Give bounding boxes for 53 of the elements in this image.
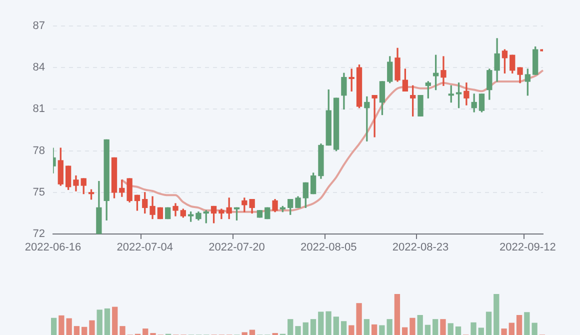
bar [89,320,95,335]
bar [371,324,378,335]
bar [424,324,431,335]
bar [326,311,332,335]
bar [478,328,484,335]
y-tick-label: 87 [32,20,45,32]
bar [501,328,507,335]
bar [508,322,514,335]
bar [333,316,339,335]
bar [516,314,522,335]
x-tick-label: 2022-07-04 [116,242,174,254]
x-tick-label: 2022-08-05 [300,242,357,254]
bar [394,294,400,335]
bar [50,318,57,335]
bar [96,310,102,335]
x-tick-label: 2022-07-20 [208,242,265,254]
bar [112,306,118,335]
bar [82,326,88,335]
bar [410,318,416,335]
y-tick-label: 81 [32,103,45,116]
bar [310,319,316,335]
bar [494,294,500,335]
bar [288,319,294,335]
bar [470,322,476,335]
bar [302,322,308,335]
bar [249,330,256,335]
candlestick [372,95,378,138]
bar [74,326,80,335]
bar [242,332,248,335]
bar [356,303,362,335]
bar [417,314,423,335]
y-tick-label: 75 [32,186,45,198]
y-tick-label: 72 [32,228,45,240]
bar [486,312,492,335]
bar [455,326,462,335]
bar [120,326,126,335]
bar [402,327,408,335]
x-tick-label: 2022-08-23 [392,242,449,254]
x-tick-label: 2022-06-16 [24,242,82,254]
bar [348,325,354,335]
bar [142,328,148,335]
bar [340,321,347,335]
bar [440,319,446,335]
candlestick [440,56,446,86]
bar [432,319,438,335]
bar [295,326,301,335]
y-tick-label: 84 [32,62,45,74]
y-tick-label: 78 [32,144,45,157]
x-tick-label: 2022-09-12 [500,242,556,254]
bar [364,319,370,335]
bar [318,312,324,335]
bar [448,323,454,335]
bar [104,308,110,335]
